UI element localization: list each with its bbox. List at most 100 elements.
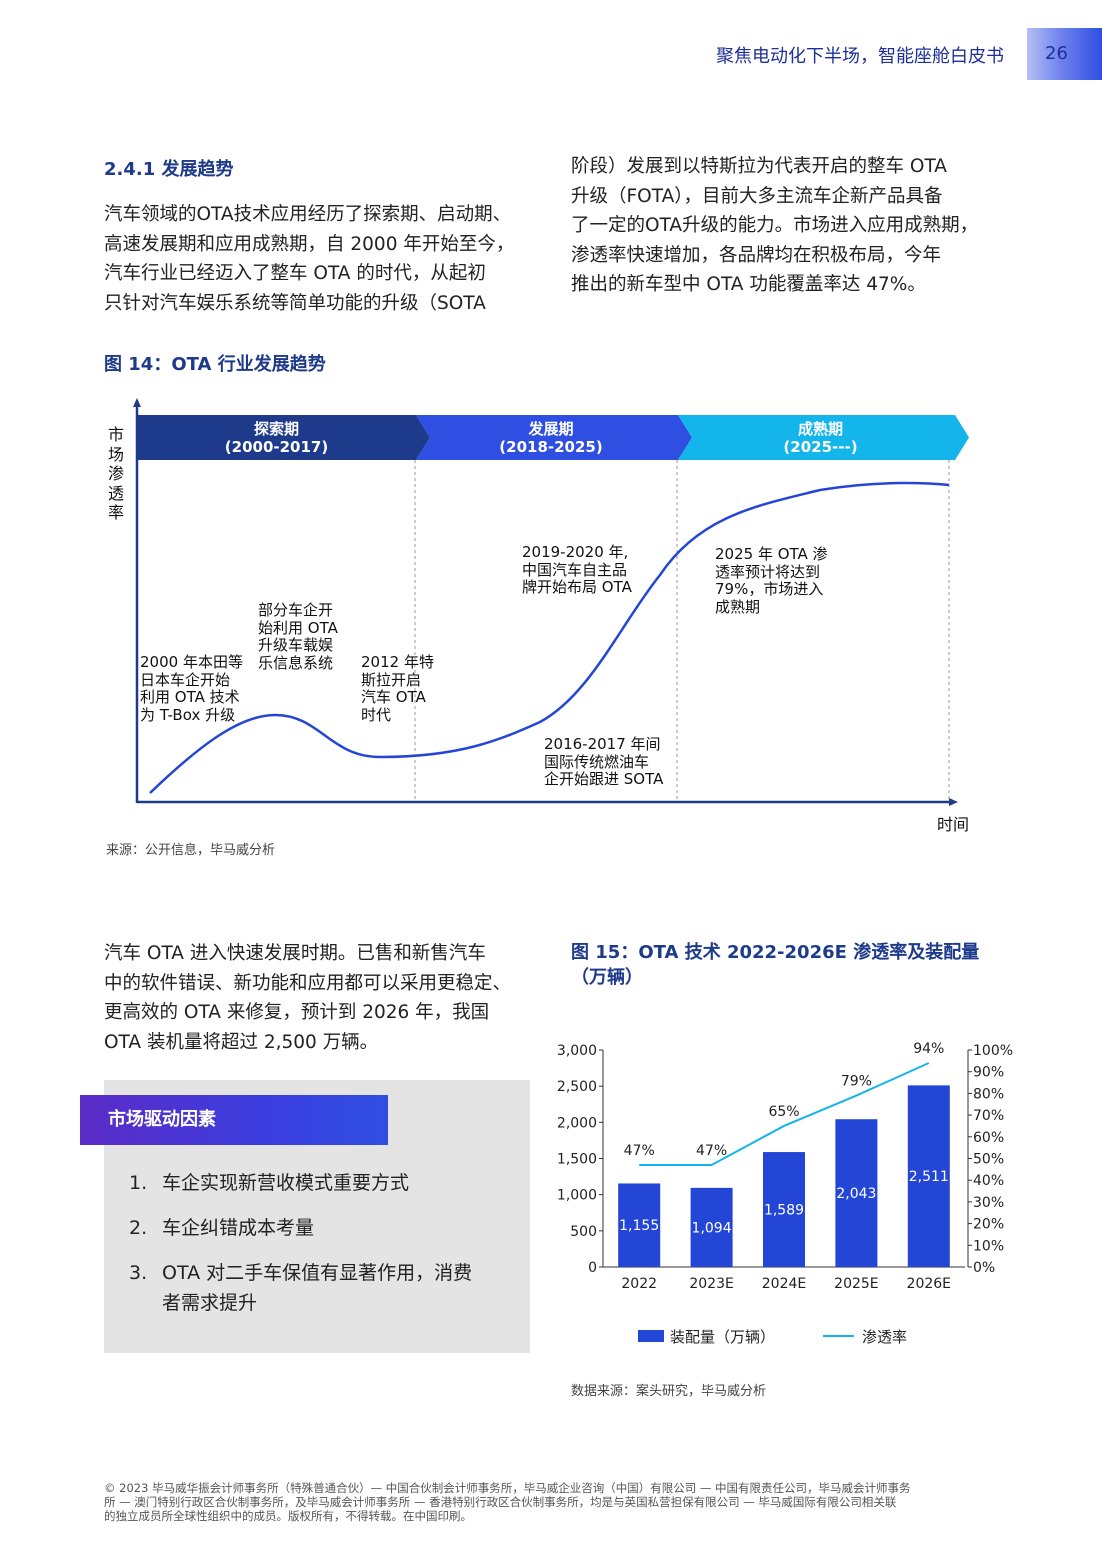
annotation-line: 2012 年特 xyxy=(361,653,434,671)
paragraph-line: 高速发展期和应用成熟期，自 2000 年开始至今， xyxy=(104,233,515,255)
phase-ribbon-development xyxy=(416,415,692,460)
penetration-label: 47% xyxy=(696,1143,727,1159)
paragraph-line: 升级（FOTA），目前大多主流车企新产品具备 xyxy=(571,185,943,207)
category-label: 2022 xyxy=(621,1276,657,1292)
left-tick-label: 500 xyxy=(570,1224,597,1240)
section-heading: 2.4.1 发展趋势 xyxy=(104,159,234,180)
annotation-line: 成熟期 xyxy=(715,597,761,616)
phase-label-development: 发展期 (2018-2025) xyxy=(416,415,686,460)
legend-bar-swatch xyxy=(638,1330,664,1342)
phase-period: (2000-2017) xyxy=(224,437,329,456)
penetration-line xyxy=(639,1062,930,1167)
category-label: 2023E xyxy=(689,1276,733,1292)
drivers-title: 市场驱动因素 xyxy=(80,1095,388,1145)
paragraph-line: 汽车 OTA 进入快速发展时期。已售和新售汽车 xyxy=(104,943,486,964)
annotation-line: 时代 xyxy=(361,705,392,724)
annotation-line: 斯拉开启 xyxy=(361,670,422,689)
footer-line: 的独立成员所全球性组织中的成员。版权所有，不得转载。在中国印刷。 xyxy=(104,1509,472,1523)
bar-value-label: 1,589 xyxy=(764,1203,804,1219)
annotation-line: 牌开始布局 OTA xyxy=(522,578,632,596)
paragraph-line: 汽车领域的OTA技术应用经历了探索期、启动期、 xyxy=(104,204,512,225)
right-tick-label: 70% xyxy=(973,1108,1004,1124)
driver-number: 1. xyxy=(129,1172,148,1194)
legend-line-label: 渗透率 xyxy=(862,1328,907,1346)
drivers-list: 1. 车企实现新营收模式重要方式 2. 车企纠错成本考量 3. OTA 对二手车… xyxy=(129,1168,519,1318)
paragraph-line: 更高效的 OTA 来修复，预计到 2026 年，我国 xyxy=(104,1002,490,1023)
phase-period: (2018-2025) xyxy=(499,437,603,456)
category-label: 2024E xyxy=(762,1276,806,1292)
annotation-2025: 2025 年 OTA 渗 透率预计将达到 79%，市场进入 成熟期 xyxy=(715,545,828,616)
paragraph-line: 推出的新车型中 OTA 功能覆盖率达 47%。 xyxy=(571,274,926,295)
left-tick-label: 3,000 xyxy=(557,1043,597,1059)
driver-item: 2. 车企纠错成本考量 xyxy=(129,1213,519,1243)
bar-2026E xyxy=(907,1085,950,1267)
annotation-line: 乐信息系统 xyxy=(258,653,334,672)
phase-name: 探索期 xyxy=(253,419,299,438)
driver-text: 车企实现新营收模式重要方式 xyxy=(162,1172,410,1194)
paragraph-line: 渗透率快速增加，各品牌均在积极布局，今年 xyxy=(571,244,942,266)
bar-value-label: 1,094 xyxy=(692,1220,732,1236)
y-axis-label: 市 场 渗 透 率 xyxy=(106,425,126,523)
trend-curve xyxy=(149,481,950,794)
annotation-line: 中国汽车自主品 xyxy=(522,560,628,579)
right-tick-label: 90% xyxy=(973,1065,1004,1081)
annotation-line: 2019-2020 年, xyxy=(522,543,629,561)
figure14-title: 图 14：OTA 行业发展趋势 xyxy=(104,354,326,375)
figure15-chart: 3,000 2,500 2,000 1,500 1,000 500 0 100% 90% 80% 7… xyxy=(557,1041,1013,1346)
left-tick-label: 0 xyxy=(588,1260,597,1276)
annotation-line: 国际传统燃油车 xyxy=(544,752,650,771)
right-tick-label: 10% xyxy=(973,1238,1004,1254)
left-tick-label: 2,500 xyxy=(557,1079,597,1095)
annotation-line: 为 T-Box 升级 xyxy=(140,705,236,724)
driver-text-line: 者需求提升 xyxy=(162,1292,258,1314)
figure14-diagram xyxy=(133,398,969,806)
driver-number: 2. xyxy=(129,1217,148,1239)
annotation-2012: 2012 年特 斯拉开启 汽车 OTA 时代 xyxy=(361,653,434,724)
annotation-line: 始利用 OTA xyxy=(258,618,338,637)
annotation-line: 汽车 OTA xyxy=(361,688,426,706)
phase-ribbon-maturity xyxy=(678,415,969,460)
penetration-label: 79% xyxy=(841,1074,872,1090)
annotation-line: 企开始跟进 SOTA xyxy=(544,770,664,788)
x-axis-arrow xyxy=(949,798,958,806)
y-axis-label-char: 透 xyxy=(107,483,124,503)
y-axis-label-char: 场 xyxy=(107,444,124,464)
phase-label-exploration: 探索期 (2000-2017) xyxy=(137,415,416,460)
annotation-2016: 2016-2017 年间 国际传统燃油车 企开始跟进 SOTA xyxy=(544,735,664,789)
bar-2024E xyxy=(763,1152,805,1267)
paragraph-line: OTA 装机量将超过 2,500 万辆。 xyxy=(104,1031,379,1053)
driver-number: 3. xyxy=(129,1262,148,1284)
figure15-title-line: 图 15：OTA 技术 2022-2026E 渗透率及装配量 xyxy=(571,942,980,963)
annotation-line: 79%，市场进入 xyxy=(715,580,824,598)
footer-line: © 2023 毕马威华振会计师事务所（特殊普通合伙）— 中国合伙制会计师事务所，… xyxy=(104,1481,911,1495)
footer-line: 所 — 澳门特别行政区合伙制事务所，及毕马威会计师事务所 — 香港特别行政区合伙… xyxy=(104,1495,897,1509)
driver-item: 3. OTA 对二手车保值有显著作用，消费 者需求提升 xyxy=(129,1258,519,1318)
annotation-line: 升级车载娱 xyxy=(258,636,334,654)
legend-bar-label: 装配量（万辆） xyxy=(670,1328,775,1346)
right-tick-label: 80% xyxy=(973,1086,1004,1102)
bar-value-label: 1,155 xyxy=(619,1218,659,1234)
bar-2023E xyxy=(690,1187,733,1267)
bar-value-label: 2,511 xyxy=(909,1169,949,1185)
paragraph-line: 汽车行业已经迈入了整车 OTA 的时代，从起初 xyxy=(104,263,486,284)
driver-item: 1. 车企实现新营收模式重要方式 xyxy=(129,1168,519,1198)
bar-value-label: 2,043 xyxy=(836,1186,876,1202)
driver-text-line: OTA 对二手车保值有显著作用，消费 xyxy=(162,1262,473,1284)
header-title: 聚焦电动化下半场，智能座舱白皮书 xyxy=(716,46,1004,67)
annotation-line: 部分车企开 xyxy=(258,601,334,619)
figure15-title-line: （万辆） xyxy=(571,967,643,988)
bar-2022 xyxy=(618,1183,661,1267)
left-tick-label: 2,000 xyxy=(557,1115,597,1131)
bar-2025E xyxy=(835,1119,878,1267)
penetration-label: 94% xyxy=(913,1041,944,1057)
paragraph-line: 中的软件错误、新功能和应用都可以采用更稳定、 xyxy=(104,972,512,994)
y-axis-arrow xyxy=(133,398,141,407)
right-tick-label: 60% xyxy=(973,1130,1004,1146)
phase-period: (2025---) xyxy=(783,437,858,456)
y-axis-label-char: 率 xyxy=(107,503,124,522)
annotation-line: 2025 年 OTA 渗 xyxy=(715,545,828,563)
driver-text: 车企纠错成本考量 xyxy=(162,1217,315,1239)
category-label: 2026E xyxy=(907,1276,951,1292)
right-tick-label: 20% xyxy=(973,1217,1004,1233)
section-right-column: 阶段）发展到以特斯拉为代表开启的整车 OTA 升级（FOTA），目前大多主流车企… xyxy=(571,152,1021,300)
